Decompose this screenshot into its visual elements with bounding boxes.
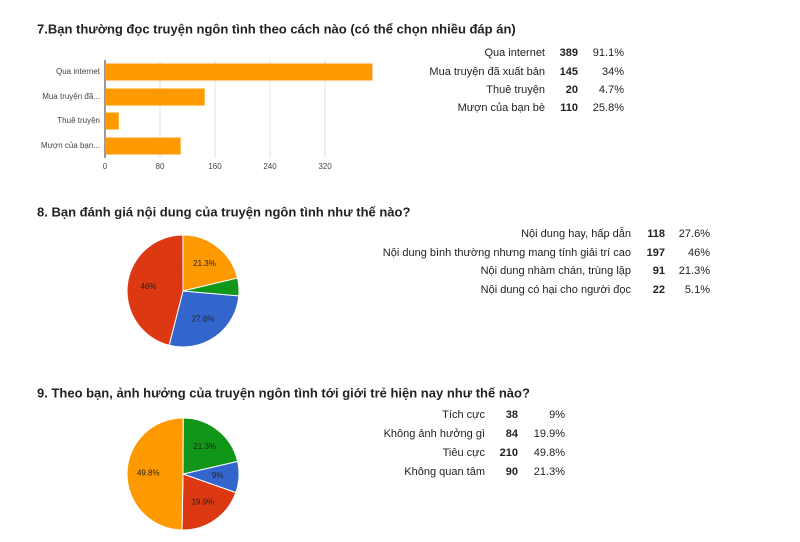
row-label: Qua internet bbox=[484, 47, 545, 59]
row-percent: 9% bbox=[549, 409, 565, 421]
row-label: Nội dung có hại cho người đọc bbox=[481, 284, 632, 296]
y-tick-label: Mượn của bạn... bbox=[41, 141, 100, 150]
row-count: 22 bbox=[653, 284, 665, 296]
pie-slice bbox=[182, 417, 239, 475]
row-percent: 46% bbox=[688, 247, 710, 259]
row-count: 91 bbox=[653, 265, 665, 277]
bar bbox=[105, 112, 119, 130]
row-count: 84 bbox=[506, 428, 519, 440]
row-percent: 27.6% bbox=[679, 228, 710, 240]
row-count: 20 bbox=[566, 84, 578, 96]
x-tick-label: 0 bbox=[103, 162, 108, 171]
x-tick-label: 240 bbox=[263, 162, 277, 171]
row-count: 210 bbox=[500, 447, 518, 459]
row-count: 38 bbox=[506, 409, 518, 421]
x-tick-label: 160 bbox=[208, 162, 222, 171]
row-label: Mua truyện đã xuất bản bbox=[429, 66, 545, 78]
pie-slice bbox=[126, 417, 184, 531]
pie-slice bbox=[168, 290, 240, 348]
slice-label: 19.9% bbox=[191, 498, 214, 507]
pie-slice bbox=[181, 473, 237, 531]
slice-label: 46% bbox=[141, 282, 157, 291]
row-label: Không ảnh hưởng gì bbox=[384, 428, 485, 440]
row-percent: 49.8% bbox=[534, 447, 565, 459]
row-percent: 19.9% bbox=[534, 428, 565, 440]
y-tick-label: Thuê truyện bbox=[57, 116, 100, 125]
row-count: 110 bbox=[560, 102, 578, 114]
row-count: 145 bbox=[560, 66, 578, 78]
row-label: Không quan tâm bbox=[404, 466, 485, 478]
bar bbox=[105, 88, 205, 106]
slice-label: 27.6% bbox=[192, 314, 215, 323]
pie-slice bbox=[126, 234, 184, 346]
row-percent: 91.1% bbox=[593, 47, 624, 59]
chart-title: 8. Bạn đánh giá nội dung của truyện ngôn… bbox=[37, 204, 410, 219]
bar bbox=[105, 63, 373, 81]
row-percent: 34% bbox=[602, 66, 624, 78]
chart-title: 9. Theo bạn, ảnh hưởng của truyện ngôn t… bbox=[37, 385, 530, 400]
chart-title: 7.Bạn thường đọc truyện ngôn tình theo c… bbox=[37, 21, 516, 36]
row-percent: 5.1% bbox=[685, 284, 710, 296]
row-count: 90 bbox=[506, 466, 518, 478]
pie-slice bbox=[182, 277, 240, 297]
slice-label: 21.3% bbox=[193, 259, 216, 268]
row-percent: 21.3% bbox=[534, 466, 565, 478]
x-tick-label: 80 bbox=[156, 162, 165, 171]
pie-slice bbox=[182, 234, 239, 292]
slice-label: 49.8% bbox=[137, 469, 160, 478]
row-percent: 21.3% bbox=[679, 265, 710, 277]
row-label: Nội dung bình thường nhưng mang tính giả… bbox=[383, 247, 631, 259]
y-tick-label: Qua internet bbox=[56, 67, 101, 76]
row-label: Mượn của bạn bè bbox=[458, 102, 545, 114]
row-label: Tiêu cực bbox=[443, 447, 486, 459]
row-label: Nội dung hay, hấp dẫn bbox=[521, 227, 631, 240]
y-tick-label: Mua truyện đã... bbox=[42, 92, 100, 101]
x-tick-label: 320 bbox=[318, 162, 332, 171]
row-percent: 25.8% bbox=[593, 102, 624, 114]
row-label: Tích cực bbox=[442, 409, 485, 421]
row-label: Nội dung nhàm chán, trùng lặp bbox=[481, 265, 631, 277]
row-count: 197 bbox=[647, 247, 665, 259]
row-label: Thuê truyện bbox=[486, 84, 545, 96]
row-count: 389 bbox=[560, 47, 578, 59]
slice-label: 21.3% bbox=[193, 442, 216, 451]
row-count: 118 bbox=[647, 228, 665, 240]
row-percent: 4.7% bbox=[599, 84, 624, 96]
slice-label: 9% bbox=[212, 471, 224, 480]
bar bbox=[105, 137, 181, 155]
